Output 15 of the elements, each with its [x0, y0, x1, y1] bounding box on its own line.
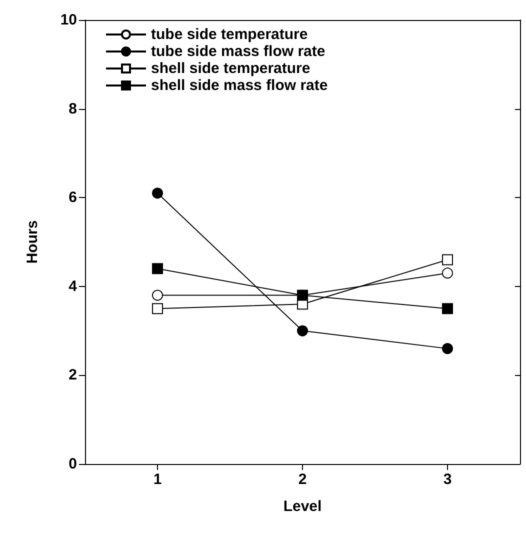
x-tick-label: 2: [298, 471, 307, 488]
y-tick-label: 10: [60, 12, 77, 28]
y-tick-label: 2: [68, 366, 77, 384]
x-tick-label: 3: [443, 471, 452, 488]
x-axis-title: Level: [283, 498, 322, 515]
y-tick-label: 8: [68, 100, 77, 118]
legend-label: tube side temperature: [151, 26, 308, 43]
y-tick-label: 0: [68, 456, 77, 472]
x-tick-label: 1: [153, 471, 162, 488]
legend-label: shell side mass flow rate: [151, 77, 328, 94]
y-tick-label: 4: [68, 278, 78, 295]
y-tick-label: 6: [68, 189, 77, 206]
y-axis-title: Hours: [24, 220, 41, 264]
legend-label: tube side mass flow rate: [151, 43, 326, 60]
legend-label: shell side temperature: [151, 60, 310, 77]
